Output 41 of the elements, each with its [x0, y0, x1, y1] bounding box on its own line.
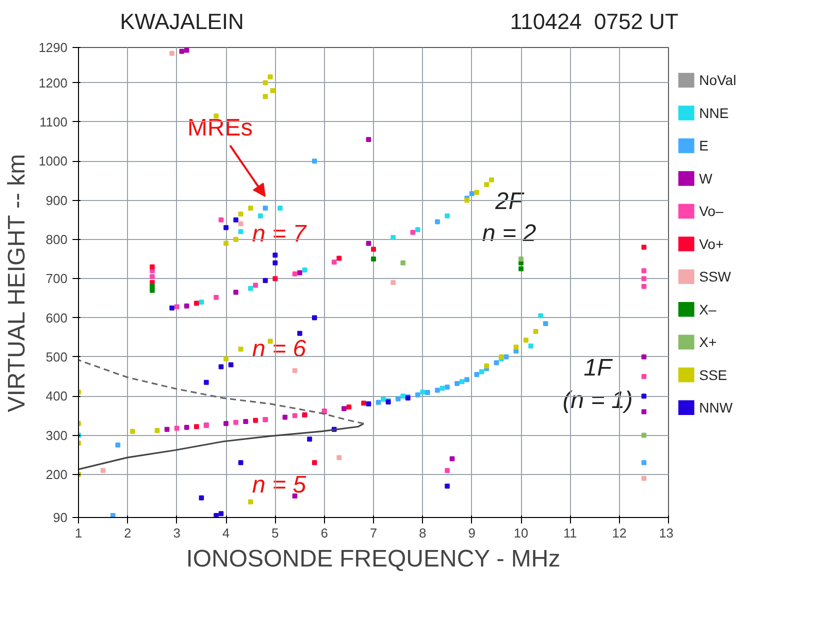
y-tick-label: 900: [46, 193, 68, 208]
legend-label: X+: [699, 334, 717, 351]
legend-label: W: [699, 170, 714, 187]
x-tick-label: 1: [74, 526, 82, 541]
x-tick-label: 9: [468, 526, 476, 541]
y-tick-label: 700: [46, 272, 68, 287]
legend-label: SSW: [699, 269, 732, 286]
x-axis-title: IONOSONDE FREQUENCY - MHz: [186, 546, 560, 573]
x-tick-label: 11: [563, 526, 577, 541]
y-tick-label: 200: [46, 467, 68, 482]
x-tick-label: 12: [612, 526, 627, 541]
y-tick-label: 800: [46, 232, 68, 248]
legend-label: NNW: [699, 400, 734, 416]
y-tick-label: 1000: [38, 154, 68, 170]
x-tick-label: 3: [173, 526, 180, 541]
legend-label: NoVal: [699, 72, 736, 89]
chart-subtitle: 110424 0752 UT: [510, 8, 678, 36]
x-tick-label: 6: [320, 526, 328, 541]
y-tick-label: 90: [53, 510, 68, 526]
y-tick-label: 1200: [38, 76, 68, 91]
legend-label: Vo–: [699, 204, 724, 220]
y-tick-label: 600: [46, 310, 68, 326]
x-tick-label: 13: [659, 526, 674, 541]
x-tick-label: 8: [419, 526, 426, 541]
x-tick-label: 4: [222, 526, 230, 541]
legend-label: X–: [699, 302, 716, 318]
legend-label: NNE: [699, 105, 729, 122]
y-axis-title: VIRTUAL HEIGHT -- km: [4, 154, 31, 413]
x-tick-label: 2: [124, 526, 132, 541]
x-tick-label: 10: [514, 526, 528, 541]
y-tick-label: 400: [46, 389, 68, 404]
legend-label: SSE: [699, 367, 728, 384]
y-tick-label: 500: [46, 350, 68, 365]
legend-label: Vo+: [699, 236, 724, 252]
x-tick-label: 7: [370, 526, 378, 541]
y-tick-label: 300: [46, 428, 68, 444]
legend-label: E: [699, 138, 708, 154]
y-tick-label: 1100: [40, 114, 68, 130]
y-tick-label: 1290: [38, 40, 68, 56]
chart-title: KWAJALEIN: [120, 8, 244, 36]
x-tick-label: 5: [272, 526, 279, 541]
